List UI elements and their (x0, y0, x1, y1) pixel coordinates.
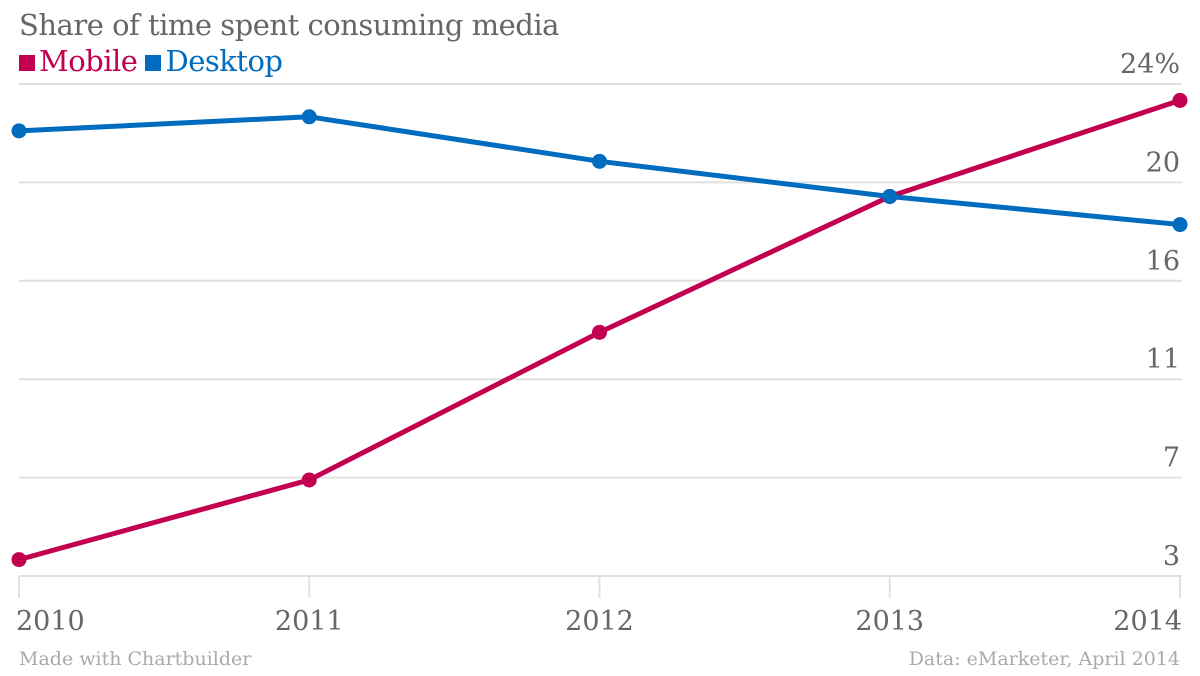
data-point-desktop (592, 153, 607, 169)
legend-item-desktop: Desktop (145, 44, 283, 78)
footer-source: Data: eMarketer, April 2014 (908, 648, 1180, 670)
data-point-mobile (301, 472, 317, 488)
y-tick-label: 7 (1163, 443, 1180, 474)
legend-label-desktop: Desktop (165, 44, 283, 78)
y-tick-label: 24% (1120, 49, 1180, 80)
footer-credit: Made with Chartbuilder (19, 648, 252, 670)
y-tick-label: 16 (1146, 246, 1180, 277)
chart-title: Share of time spent consuming media (19, 8, 559, 42)
y-tick-label: 20 (1146, 147, 1180, 178)
legend-swatch-mobile (19, 55, 35, 71)
legend-label-mobile: Mobile (39, 44, 138, 78)
data-point-desktop (301, 109, 317, 125)
data-point-desktop (882, 188, 898, 204)
x-tick-label: 2014 (1113, 606, 1182, 637)
series-line-desktop (18, 114, 1181, 228)
x-tick-label: 2013 (855, 606, 924, 637)
data-point-mobile (592, 324, 607, 340)
legend-item-mobile: Mobile (19, 44, 138, 78)
legend: Mobile Desktop (19, 44, 283, 78)
x-tick-label: 2011 (275, 606, 344, 637)
x-tick-label: 2012 (565, 606, 634, 637)
data-point-mobile (1172, 92, 1188, 108)
x-tick-label: 2010 (16, 606, 85, 637)
legend-swatch-desktop (145, 55, 162, 71)
data-point-mobile (11, 552, 27, 568)
data-point-desktop (11, 123, 27, 139)
y-tick-label: 3 (1163, 541, 1180, 572)
y-tick-label: 11 (1146, 344, 1180, 375)
data-point-desktop (1172, 217, 1188, 233)
